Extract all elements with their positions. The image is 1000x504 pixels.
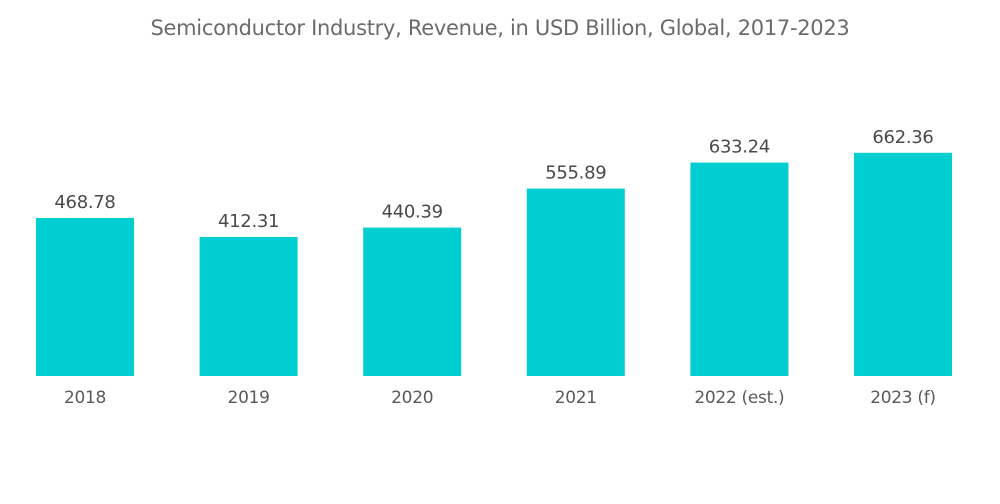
bar-2019: [199, 237, 298, 376]
x-tick-label: 2023 (f): [870, 388, 936, 408]
data-label: 468.78: [54, 192, 115, 213]
chart-title: Semiconductor Industry, Revenue, in USD …: [150, 16, 850, 40]
data-label: 633.24: [709, 137, 770, 158]
x-tick-label: 2018: [64, 388, 106, 408]
x-tick-label: 2021: [555, 388, 597, 408]
bar-2020: [363, 227, 462, 376]
data-label: 662.36: [872, 127, 933, 148]
bar-2018: [36, 218, 134, 376]
data-label: 440.39: [382, 202, 443, 223]
data-label: 412.31: [218, 211, 279, 232]
x-tick-label: 2020: [391, 388, 433, 408]
bar-2021: [526, 188, 625, 376]
data-label: 555.89: [545, 163, 606, 184]
x-tick-label: 2019: [228, 388, 270, 408]
x-tick-label: 2022 (est.): [694, 388, 784, 408]
bar-2022-est: [690, 162, 789, 376]
bar-2023-f: [854, 152, 952, 376]
